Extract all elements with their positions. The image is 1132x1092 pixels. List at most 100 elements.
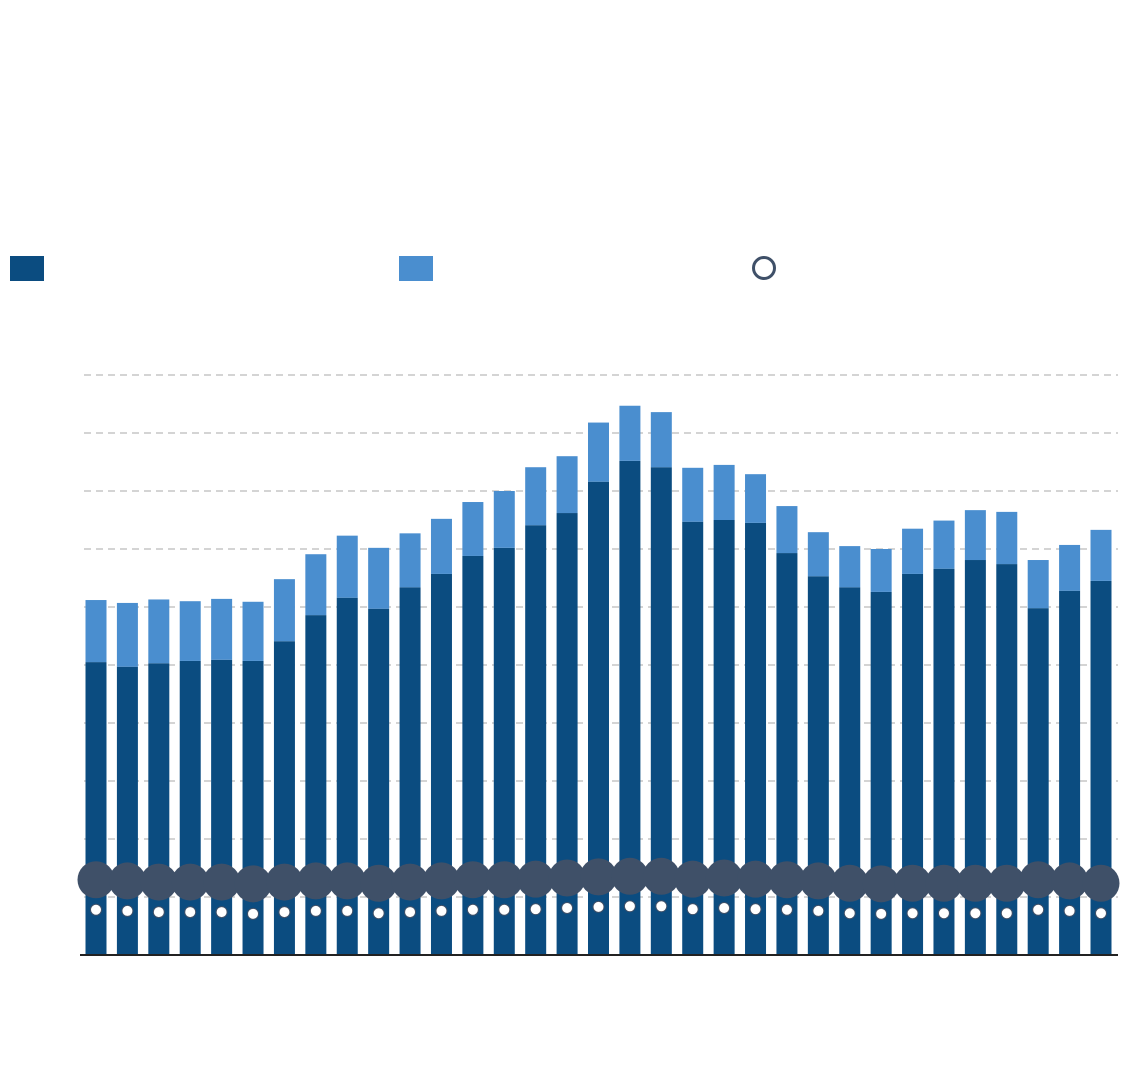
marker (969, 907, 982, 920)
bar-segment (776, 553, 798, 955)
marker-halo (799, 862, 837, 900)
bar-segment (1090, 529, 1112, 581)
marker (215, 906, 228, 919)
marker (686, 903, 699, 916)
bar-segment (368, 608, 390, 955)
bar-segment (556, 513, 578, 955)
marker-halo (108, 862, 146, 900)
bar-segment (682, 467, 704, 522)
bar-segment (1090, 580, 1112, 955)
marker-halo (1051, 862, 1089, 900)
marker-halo (77, 861, 115, 899)
marker (529, 903, 542, 916)
bar-segment (682, 521, 704, 955)
marker-halo (894, 864, 932, 902)
marker (749, 903, 762, 916)
bar-segment (902, 573, 924, 955)
bar-segment (933, 568, 955, 955)
marker (247, 907, 260, 920)
marker (90, 903, 102, 916)
marker (718, 902, 731, 915)
legend-swatch (10, 256, 44, 281)
bar-segment (776, 506, 798, 554)
bar-segment (807, 576, 829, 955)
marker-halo (642, 857, 680, 895)
marker-halo (234, 865, 272, 903)
bar-segment (211, 598, 233, 660)
marker-halo (1082, 864, 1120, 902)
bar-segment (336, 535, 358, 598)
bar-segment (368, 547, 390, 609)
marker (1000, 907, 1013, 920)
marker-halo (831, 864, 869, 902)
bar-segment (525, 467, 547, 526)
bar-segment (650, 467, 672, 955)
bar-segment (430, 573, 452, 955)
bar-segment (430, 518, 452, 574)
bar-segment (996, 511, 1018, 565)
marker-halo (925, 864, 963, 902)
bar-segment (85, 600, 107, 663)
marker-halo (297, 862, 335, 900)
marker-halo (611, 857, 649, 895)
bar-segment (619, 460, 641, 955)
marker (592, 900, 605, 913)
marker-halo (454, 861, 492, 899)
marker-halo (580, 858, 617, 896)
marker-halo (328, 862, 366, 900)
bar-segment (148, 599, 170, 664)
bar-segment (745, 474, 767, 523)
marker-halo (956, 864, 994, 902)
marker (561, 902, 574, 915)
bar-segment (1027, 560, 1049, 609)
bar-segment (273, 579, 295, 642)
marker (152, 906, 165, 919)
bar-segment (745, 522, 767, 955)
marker (121, 904, 134, 917)
bar-segment (179, 601, 201, 661)
bar-segment (493, 547, 515, 955)
bar-segment (933, 520, 955, 569)
marker-halo (768, 861, 806, 899)
bar-segment (870, 549, 892, 592)
marker-halo (737, 860, 775, 898)
marker (341, 904, 354, 917)
marker (812, 904, 825, 917)
legend-swatch (399, 256, 433, 281)
marker (906, 907, 919, 920)
marker-halo (360, 864, 398, 902)
marker (466, 903, 479, 916)
bar-segment (650, 412, 672, 468)
marker-halo (548, 859, 586, 897)
bar-segment (807, 532, 829, 577)
marker (937, 907, 950, 920)
bar-segment (870, 591, 892, 955)
legend-marker (752, 256, 776, 280)
marker (655, 900, 668, 913)
bar-segment (902, 528, 924, 574)
marker-halo (1019, 861, 1057, 899)
bar-segment (116, 602, 138, 667)
bar-segment (588, 481, 609, 955)
bar-segment (399, 533, 421, 588)
bar-segment (1027, 608, 1049, 955)
bar-segment (493, 491, 515, 548)
bar-segment (839, 587, 861, 955)
marker-halo (171, 863, 209, 901)
bar-segment (336, 597, 358, 955)
bar-segment (399, 587, 421, 955)
marker (278, 906, 291, 919)
marker-halo (674, 860, 712, 898)
marker-halo (140, 863, 178, 901)
marker (435, 904, 448, 917)
bar-segment (713, 464, 735, 520)
marker-halo (391, 863, 429, 901)
marker (843, 907, 856, 920)
bar-segment (839, 546, 861, 588)
bar-segment (964, 510, 986, 561)
bar-segment (305, 615, 327, 955)
marker-halo (422, 862, 460, 900)
marker (184, 906, 197, 919)
marker (404, 906, 417, 919)
